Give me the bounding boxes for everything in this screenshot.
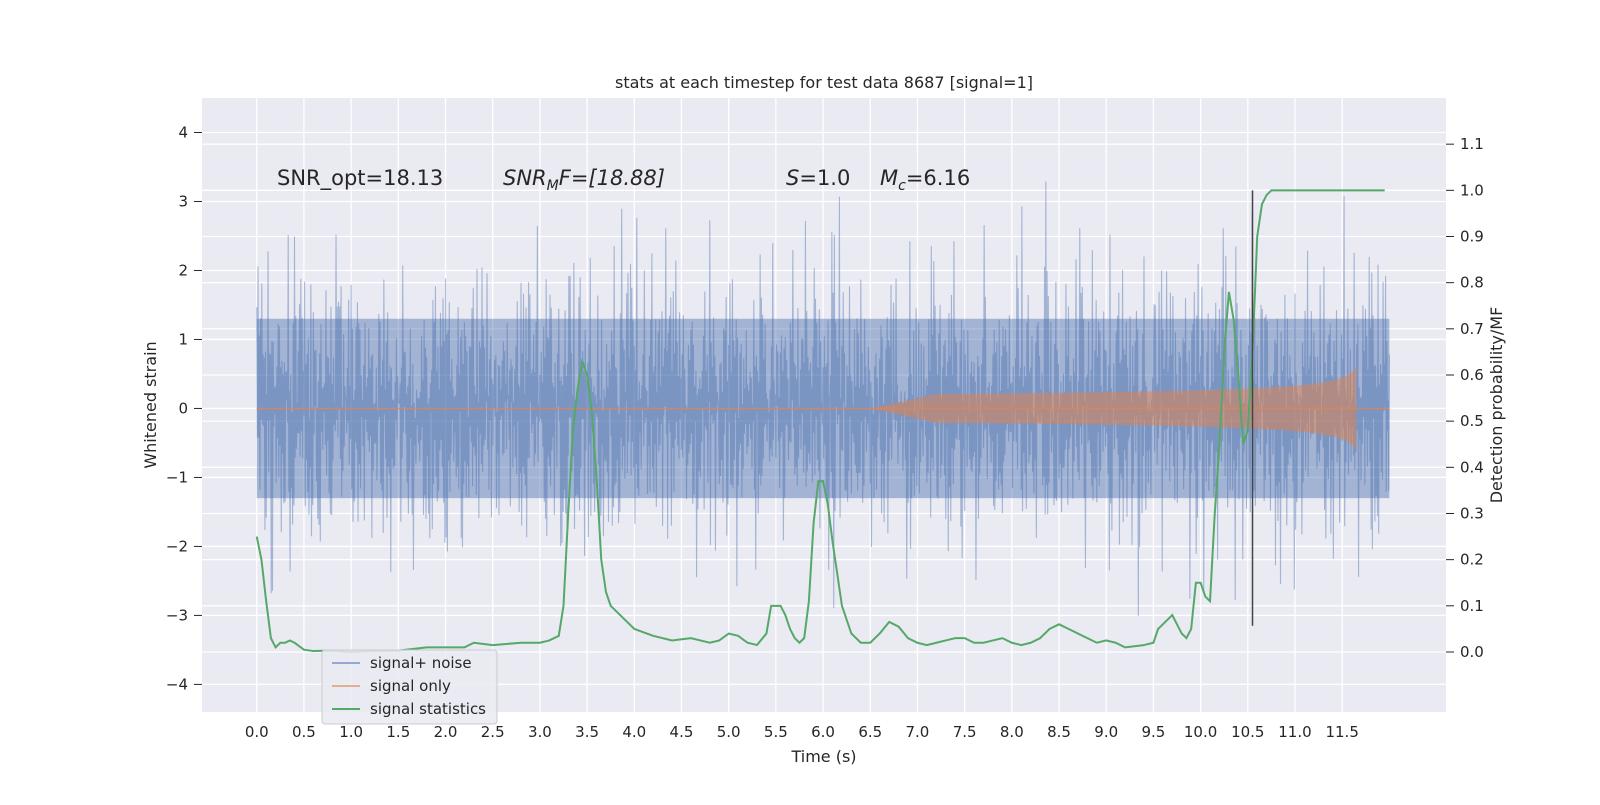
y-left-tick-label-3: 1: [178, 330, 188, 348]
chart-title: stats at each timestep for test data 868…: [615, 73, 1033, 92]
x-tick-label-20: 10.0: [1184, 723, 1217, 741]
y-left-axis-ticks: 4 3 2 1 0 −1 −2 −3 −4: [166, 123, 202, 693]
annotation-mc-subscript: c: [898, 178, 906, 194]
x-axis-ticks: 0.0 0.5 1.0 1.5 2.0 2.5 3.0 3.5 4.0 4.5 5.0 5.5 6.0 6…: [245, 723, 1359, 741]
x-tick-label-22: 11.0: [1278, 723, 1311, 741]
legend-label-signal-statistics: signal statistics: [370, 700, 486, 718]
x-tick-label-10: 5.0: [717, 723, 741, 741]
y-right-tick-label-4: 0.7: [1460, 320, 1484, 338]
annotation-mc-value: =6.16: [906, 166, 970, 190]
y-right-tick-label-7: 0.4: [1460, 458, 1484, 476]
x-tick-label-2: 1.0: [339, 723, 363, 741]
legend-label-signal-only: signal only: [370, 677, 451, 695]
annotation-snr-opt: SNR_opt=18.13: [277, 166, 443, 191]
x-tick-label-3: 1.5: [386, 723, 410, 741]
y-left-tick-label-6: −2: [166, 537, 188, 555]
grid: [202, 98, 1446, 712]
signal-statistics-series: [255, 189, 1385, 653]
annotation-s-value: =1.0: [799, 166, 850, 190]
annotation-mc: Mc=6.16: [880, 166, 970, 194]
y-right-tick-label-5: 0.6: [1460, 366, 1484, 384]
x-tick-label-4: 2.0: [434, 723, 458, 741]
x-tick-label-12: 6.0: [811, 723, 835, 741]
x-tick-label-5: 2.5: [481, 723, 505, 741]
y-right-axis-ticks: 1.1 1.0 0.9 0.8 0.7 0.6 0.5 0.4 0.3 0.2 0.1 0.0: [1446, 135, 1484, 661]
y-left-tick-label-8: −4: [166, 675, 188, 693]
x-tick-label-6: 3.0: [528, 723, 552, 741]
signal-only-envelope: [870, 366, 1357, 451]
annotation-snr-mf-symbol: SNR: [503, 166, 547, 190]
x-tick-label-21: 10.5: [1231, 723, 1264, 741]
y-left-tick-label-0: 4: [178, 123, 188, 141]
x-tick-label-0: 0.0: [245, 723, 269, 741]
x-axis-label: Time (s): [790, 747, 856, 766]
x-tick-label-18: 9.0: [1094, 723, 1118, 741]
y-left-tick-label-2: 2: [178, 261, 188, 279]
legend-box: [321, 649, 498, 725]
x-tick-label-19: 9.5: [1141, 723, 1165, 741]
annotation-s-symbol: S: [786, 166, 799, 190]
y-right-tick-label-0: 1.1: [1460, 135, 1484, 153]
y-right-tick-label-8: 0.3: [1460, 504, 1484, 522]
y-left-tick-label-4: 0: [178, 399, 188, 417]
signal-statistics-line: [255, 189, 1385, 653]
y-right-tick-label-1: 1.0: [1460, 181, 1484, 199]
y-left-tick-label-7: −3: [166, 606, 188, 624]
y-left-tick-label-1: 3: [178, 192, 188, 210]
x-tick-label-17: 8.5: [1047, 723, 1071, 741]
y-left-axis-label: Whitened strain: [141, 341, 160, 468]
annotation-mc-symbol: M: [880, 166, 898, 190]
legend: signal+ noise signal only signal statist…: [321, 649, 498, 725]
x-tick-label-9: 4.5: [670, 723, 694, 741]
y-right-tick-label-9: 0.2: [1460, 551, 1484, 569]
y-right-tick-label-10: 0.1: [1460, 597, 1484, 615]
y-left-tick-label-5: −1: [166, 468, 188, 486]
signal-noise-line: [256, 181, 1390, 617]
y-right-tick-label-3: 0.8: [1460, 274, 1484, 292]
x-tick-label-1: 0.5: [292, 723, 316, 741]
x-tick-label-8: 4.0: [622, 723, 646, 741]
annotation-snr-mf-value: F=[18.88]: [559, 166, 665, 190]
x-tick-label-14: 7.0: [906, 723, 930, 741]
y-right-axis-label: Detection probability/MF: [1487, 307, 1506, 504]
x-tick-label-23: 11.5: [1325, 723, 1358, 741]
legend-label-signal-noise: signal+ noise: [370, 654, 472, 672]
x-tick-label-11: 5.5: [764, 723, 788, 741]
y-right-tick-label-6: 0.5: [1460, 412, 1484, 430]
annotation-s: S=1.0: [786, 166, 850, 190]
annotation-snr-mf: SNRMF=[18.88]: [503, 166, 665, 194]
x-tick-label-15: 7.5: [953, 723, 977, 741]
y-right-tick-label-11: 0.0: [1460, 643, 1484, 661]
x-tick-label-7: 3.5: [575, 723, 599, 741]
x-tick-label-16: 8.0: [1000, 723, 1024, 741]
annotation-snr-mf-subscript: M: [547, 178, 559, 194]
signal-only-series: [256, 366, 1390, 451]
y-right-tick-label-2: 0.9: [1460, 227, 1484, 245]
x-tick-label-13: 6.5: [858, 723, 882, 741]
